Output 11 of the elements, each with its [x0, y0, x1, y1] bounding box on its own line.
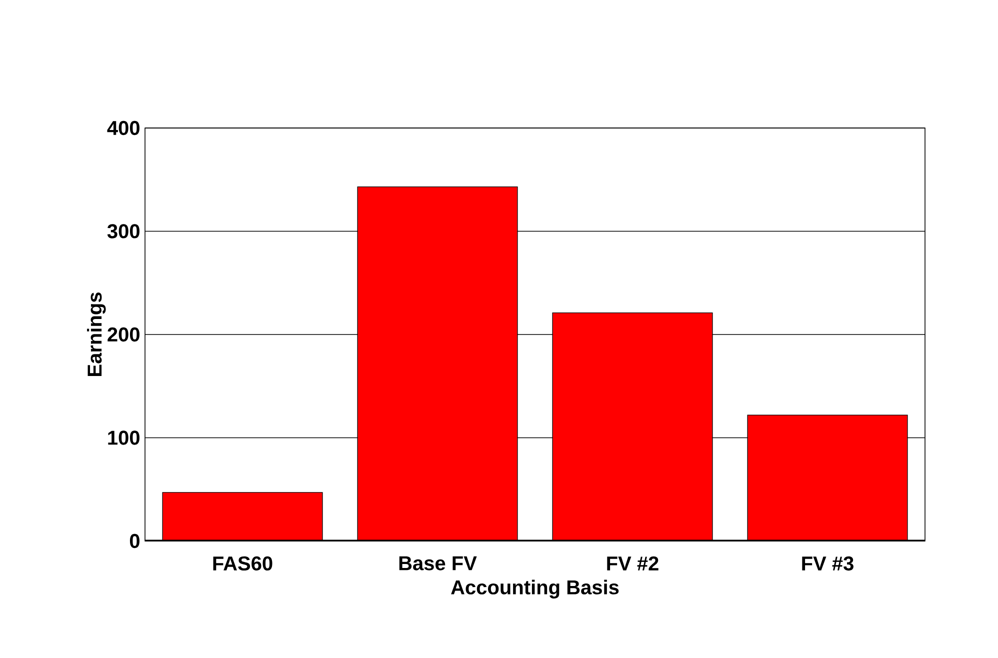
- x-tick-label: FV #3: [802, 556, 854, 571]
- x-tick-label: Base FV: [399, 556, 477, 570]
- y-tick-label: 400: [107, 120, 140, 136]
- y-tick-label: 300: [107, 224, 140, 238]
- x-tick-label: FV #2: [607, 556, 658, 570]
- y-axis-title: Earnings: [87, 292, 106, 376]
- y-tick-label: 200: [108, 327, 140, 342]
- x-axis-title: Accounting Basis: [451, 580, 619, 598]
- y-tick-label: 0: [130, 534, 140, 548]
- y-tick-label: 100: [108, 430, 140, 445]
- x-tick-label: FAS60: [213, 556, 272, 571]
